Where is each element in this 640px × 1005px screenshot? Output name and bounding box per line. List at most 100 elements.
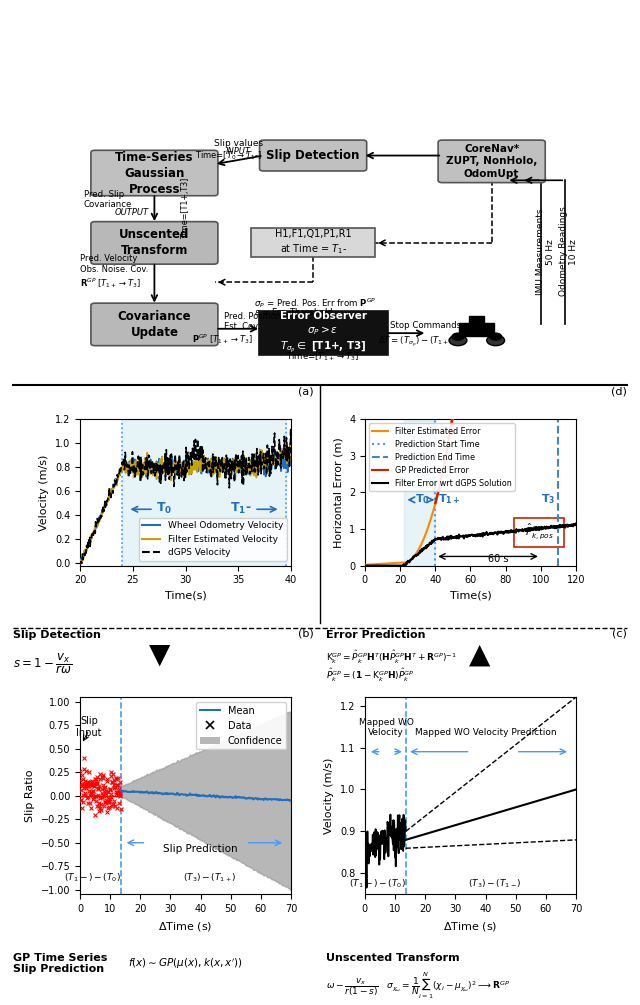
Point bbox=[102, 772, 112, 788]
Point bbox=[91, 775, 101, 791]
Text: GP Time Series
Slip Prediction: GP Time Series Slip Prediction bbox=[13, 953, 107, 974]
Text: Time=[$T_0 \rightarrow T_1$-]: Time=[$T_0 \rightarrow T_1$-] bbox=[195, 150, 262, 162]
X-axis label: Time(s): Time(s) bbox=[449, 591, 492, 601]
Point bbox=[90, 771, 100, 787]
Text: $(T_1-) - (T_0)$: $(T_1-) - (T_0)$ bbox=[349, 877, 405, 889]
Point bbox=[112, 784, 122, 800]
Point bbox=[90, 793, 100, 809]
Point bbox=[115, 774, 125, 790]
Legend: Mean, Data, Confidence: Mean, Data, Confidence bbox=[196, 701, 286, 750]
Text: $\omega - \dfrac{v_x}{r(1-s)}$   $\sigma_{\chi_\omega} = \dfrac{1}{N}\sum_{i=1}^: $\omega - \dfrac{v_x}{r(1-s)}$ $\sigma_{… bbox=[326, 971, 510, 1001]
Point bbox=[114, 783, 124, 799]
Text: Pred. Velocity
Obs. Noise. Cov.
$\mathbf{R}^{GP}$ [$T_{1+} \rightarrow T_3$]: Pred. Velocity Obs. Noise. Cov. $\mathbf… bbox=[80, 254, 148, 289]
Point bbox=[88, 778, 98, 794]
Text: $\Delta T = (T_{\sigma_p}) - (T_{1+})$: $\Delta T = (T_{\sigma_p}) - (T_{1+})$ bbox=[378, 335, 454, 349]
Point bbox=[116, 801, 126, 817]
Point bbox=[99, 787, 109, 803]
Point bbox=[97, 781, 108, 797]
Point bbox=[75, 772, 85, 788]
Point bbox=[113, 787, 123, 803]
Point bbox=[79, 761, 89, 777]
Point bbox=[76, 782, 86, 798]
Text: Slip Prediction: Slip Prediction bbox=[163, 844, 238, 854]
Point bbox=[107, 774, 117, 790]
Point bbox=[92, 770, 102, 786]
Text: $\epsilon$ = Err. Threshold: $\epsilon$ = Err. Threshold bbox=[253, 306, 333, 317]
Text: Mapped WO Velocity Prediction: Mapped WO Velocity Prediction bbox=[415, 728, 556, 737]
Bar bbox=[469, 316, 484, 323]
Point bbox=[77, 776, 87, 792]
Point bbox=[109, 793, 119, 809]
Point bbox=[81, 781, 91, 797]
Legend: Wheel Odometry Velocity, Filter Estimated Velocity, dGPS Velocity: Wheel Odometry Velocity, Filter Estimate… bbox=[139, 518, 287, 561]
Bar bbox=[122, 419, 286, 566]
Point bbox=[106, 764, 116, 780]
Text: Covariance
Update: Covariance Update bbox=[118, 310, 191, 339]
Circle shape bbox=[487, 336, 504, 346]
Point bbox=[95, 771, 105, 787]
Point bbox=[84, 783, 95, 799]
Text: $(T_1-) - (T_0)$: $(T_1-) - (T_0)$ bbox=[63, 871, 120, 883]
Point bbox=[104, 793, 114, 809]
Point bbox=[86, 787, 97, 803]
Point bbox=[111, 800, 122, 816]
Point bbox=[102, 773, 112, 789]
Point bbox=[114, 781, 124, 797]
Point bbox=[92, 775, 102, 791]
Point bbox=[113, 771, 123, 787]
Point bbox=[101, 786, 111, 802]
Point bbox=[92, 776, 102, 792]
Point bbox=[93, 780, 103, 796]
Point bbox=[113, 795, 124, 811]
Text: $\mathbf{T_{1+}}$: $\mathbf{T_{1+}}$ bbox=[438, 492, 460, 507]
Point bbox=[103, 790, 113, 806]
Point bbox=[93, 782, 104, 798]
Point bbox=[77, 778, 87, 794]
Point bbox=[108, 774, 118, 790]
Text: Pred. Position
Est. Cov.: Pred. Position Est. Cov. bbox=[224, 312, 281, 332]
Point bbox=[108, 766, 118, 782]
Text: Slip Detection: Slip Detection bbox=[13, 630, 100, 640]
Point bbox=[84, 776, 95, 792]
Point bbox=[102, 794, 113, 810]
Point bbox=[98, 767, 108, 783]
Text: $\mathbf{T_1}$-: $\mathbf{T_1}$- bbox=[230, 500, 252, 516]
Point bbox=[103, 800, 113, 816]
Point bbox=[95, 800, 105, 816]
Point bbox=[97, 785, 107, 801]
FancyBboxPatch shape bbox=[515, 518, 564, 548]
Point bbox=[96, 796, 106, 812]
Point bbox=[90, 807, 100, 823]
Point bbox=[113, 777, 124, 793]
Text: $(T_3) - (T_{1+})$: $(T_3) - (T_{1+})$ bbox=[183, 871, 236, 883]
Point bbox=[90, 789, 100, 805]
Point bbox=[77, 767, 87, 783]
Point bbox=[77, 771, 88, 787]
FancyBboxPatch shape bbox=[91, 151, 218, 196]
Point bbox=[88, 783, 98, 799]
Point bbox=[79, 750, 89, 766]
Text: IMU Measurements
50 Hz: IMU Measurements 50 Hz bbox=[536, 208, 555, 294]
Point bbox=[110, 771, 120, 787]
Point bbox=[78, 787, 88, 803]
Point bbox=[87, 777, 97, 793]
Text: $\hat{P}_{k,pos}^{GP}$: $\hat{P}_{k,pos}^{GP}$ bbox=[525, 521, 554, 541]
Point bbox=[83, 774, 93, 790]
Point bbox=[105, 791, 115, 807]
Y-axis label: Velocity (m/s): Velocity (m/s) bbox=[39, 454, 49, 531]
Point bbox=[95, 790, 106, 806]
Text: CoreNav*
ZUPT, NonHolo,
OdomUpt: CoreNav* ZUPT, NonHolo, OdomUpt bbox=[446, 144, 538, 179]
Point bbox=[108, 796, 118, 812]
Bar bbox=[460, 323, 494, 336]
Point bbox=[109, 772, 119, 788]
Text: (d): (d) bbox=[611, 387, 627, 397]
Point bbox=[93, 803, 104, 819]
Point bbox=[76, 792, 86, 808]
Text: Mapped WO
Velocity: Mapped WO Velocity bbox=[358, 718, 413, 737]
Point bbox=[111, 786, 121, 802]
Point bbox=[101, 794, 111, 810]
Point bbox=[89, 778, 99, 794]
FancyBboxPatch shape bbox=[260, 140, 367, 171]
Point bbox=[107, 798, 117, 814]
Y-axis label: Slip Ratio: Slip Ratio bbox=[25, 770, 35, 822]
